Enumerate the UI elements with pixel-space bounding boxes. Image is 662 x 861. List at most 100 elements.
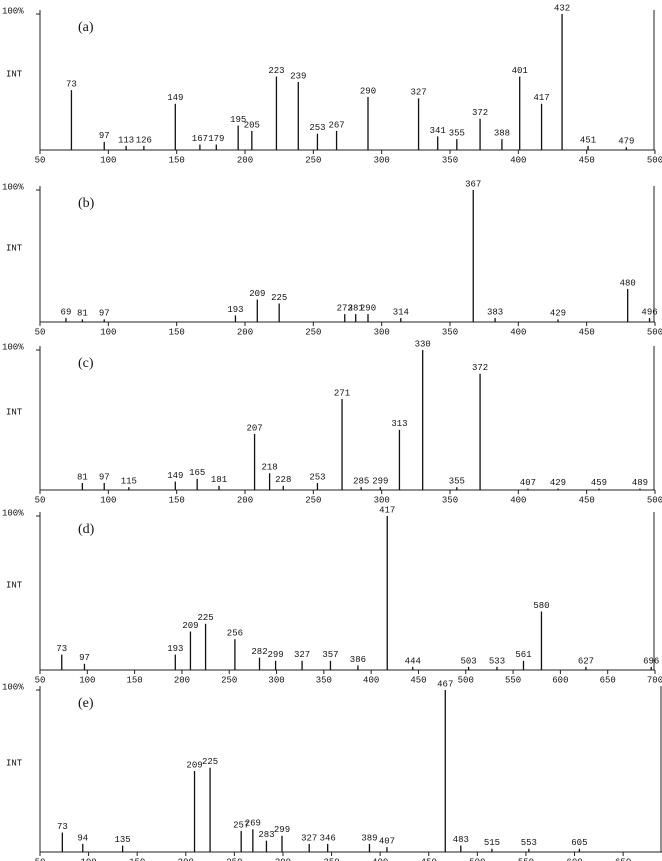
x-tick-label: 450 bbox=[421, 857, 437, 861]
y-tick-label: 100% bbox=[2, 182, 24, 192]
peak-label: 181 bbox=[211, 475, 227, 485]
x-tick-label: 600 bbox=[552, 675, 568, 685]
x-tick-label: 500 bbox=[647, 327, 662, 337]
x-tick-label: 400 bbox=[372, 857, 388, 861]
x-tick-label: 300 bbox=[374, 155, 390, 165]
peak-label: 225 bbox=[197, 613, 213, 623]
peak-label: 209 bbox=[186, 760, 202, 770]
y-tick-label: 100% bbox=[2, 508, 24, 518]
x-tick-label: 50 bbox=[35, 155, 46, 165]
x-tick-label: 150 bbox=[169, 495, 185, 505]
x-tick-label: 250 bbox=[305, 327, 321, 337]
peak-label: 282 bbox=[251, 647, 267, 657]
peak-label: 357 bbox=[322, 650, 338, 660]
peak-label: 432 bbox=[554, 3, 570, 13]
x-tick-label: 400 bbox=[510, 327, 526, 337]
x-tick-label: 150 bbox=[127, 675, 143, 685]
x-tick-label: 600 bbox=[566, 857, 582, 861]
x-tick-label: 400 bbox=[510, 495, 526, 505]
peak-label: 627 bbox=[578, 656, 594, 666]
x-tick-label: 300 bbox=[275, 857, 291, 861]
peak-label: 193 bbox=[167, 644, 183, 654]
peak-label: 94 bbox=[77, 833, 88, 843]
peak-label: 327 bbox=[294, 650, 310, 660]
peak-label: 273 bbox=[337, 303, 353, 313]
peak-label: 165 bbox=[189, 468, 205, 478]
peak-label: 207 bbox=[246, 423, 262, 433]
x-tick-label: 250 bbox=[305, 495, 321, 505]
peak-label: 81 bbox=[77, 309, 88, 319]
peak-label: 218 bbox=[261, 463, 277, 473]
peak-label: 346 bbox=[320, 833, 336, 843]
peak-label: 429 bbox=[550, 309, 566, 319]
peak-label: 372 bbox=[472, 363, 488, 373]
x-tick-label: 300 bbox=[374, 327, 390, 337]
y-axis-label: INT bbox=[6, 407, 23, 417]
peak-label: 429 bbox=[550, 478, 566, 488]
peak-label: 299 bbox=[267, 650, 283, 660]
peak-label: 179 bbox=[208, 134, 224, 144]
y-tick-label: 100% bbox=[2, 342, 24, 352]
peak-label: 483 bbox=[453, 835, 469, 845]
x-tick-label: 100 bbox=[100, 327, 116, 337]
peak-label: 228 bbox=[275, 475, 291, 485]
peak-label: 290 bbox=[360, 303, 376, 313]
x-tick-label: 300 bbox=[374, 495, 390, 505]
x-tick-label: 200 bbox=[178, 857, 194, 861]
peak-label: 209 bbox=[249, 289, 265, 299]
x-tick-label: 100 bbox=[79, 675, 95, 685]
peak-label: 81 bbox=[77, 472, 88, 482]
x-tick-label: 50 bbox=[35, 327, 46, 337]
x-tick-label: 400 bbox=[363, 675, 379, 685]
peak-label: 580 bbox=[533, 601, 549, 611]
peak-label: 223 bbox=[268, 66, 284, 76]
panel-label: (b) bbox=[78, 196, 95, 211]
peak-label: 257 bbox=[233, 820, 249, 830]
peak-label: 489 bbox=[632, 478, 648, 488]
peak-label: 269 bbox=[245, 819, 261, 829]
peak-label: 209 bbox=[182, 621, 198, 631]
peak-label: 73 bbox=[66, 80, 77, 90]
peak-label: 239 bbox=[290, 71, 306, 81]
peak-label: 451 bbox=[580, 135, 596, 145]
x-tick-label: 50 bbox=[35, 675, 46, 685]
x-tick-label: 500 bbox=[469, 857, 485, 861]
x-tick-label: 50 bbox=[35, 495, 46, 505]
peak-label: 389 bbox=[361, 833, 377, 843]
peak-label: 285 bbox=[353, 477, 369, 487]
x-tick-label: 100 bbox=[100, 495, 116, 505]
y-axis-label: INT bbox=[6, 580, 23, 590]
peak-label: 281 bbox=[348, 303, 364, 313]
peak-label: 73 bbox=[56, 644, 67, 654]
peak-label: 290 bbox=[360, 86, 376, 96]
x-tick-label: 300 bbox=[268, 675, 284, 685]
x-tick-label: 150 bbox=[169, 155, 185, 165]
peak-label: 459 bbox=[591, 478, 607, 488]
x-tick-label: 500 bbox=[458, 675, 474, 685]
peak-label: 327 bbox=[410, 88, 426, 98]
peak-label: 561 bbox=[515, 650, 531, 660]
peak-label: 515 bbox=[484, 838, 500, 848]
y-axis-label: INT bbox=[6, 243, 23, 253]
peak-label: 327 bbox=[301, 833, 317, 843]
x-tick-label: 450 bbox=[579, 495, 595, 505]
panel-label: (a) bbox=[78, 20, 94, 35]
peak-label: 167 bbox=[192, 134, 208, 144]
peak-label: 225 bbox=[202, 757, 218, 767]
x-tick-label: 350 bbox=[442, 155, 458, 165]
x-tick-label: 100 bbox=[80, 857, 96, 861]
peak-label: 113 bbox=[118, 135, 134, 145]
panel-label: (e) bbox=[78, 696, 94, 711]
panel-label: (c) bbox=[78, 356, 94, 371]
peak-label: 417 bbox=[533, 93, 549, 103]
x-tick-label: 650 bbox=[600, 675, 616, 685]
peak-label: 313 bbox=[391, 419, 407, 429]
x-tick-label: 450 bbox=[579, 327, 595, 337]
x-tick-label: 450 bbox=[579, 155, 595, 165]
peak-label: 696 bbox=[643, 656, 659, 666]
x-tick-label: 500 bbox=[647, 495, 662, 505]
x-tick-label: 200 bbox=[237, 495, 253, 505]
peak-label: 97 bbox=[79, 653, 90, 663]
peak-label: 386 bbox=[350, 655, 366, 665]
peak-label: 496 bbox=[641, 307, 657, 317]
